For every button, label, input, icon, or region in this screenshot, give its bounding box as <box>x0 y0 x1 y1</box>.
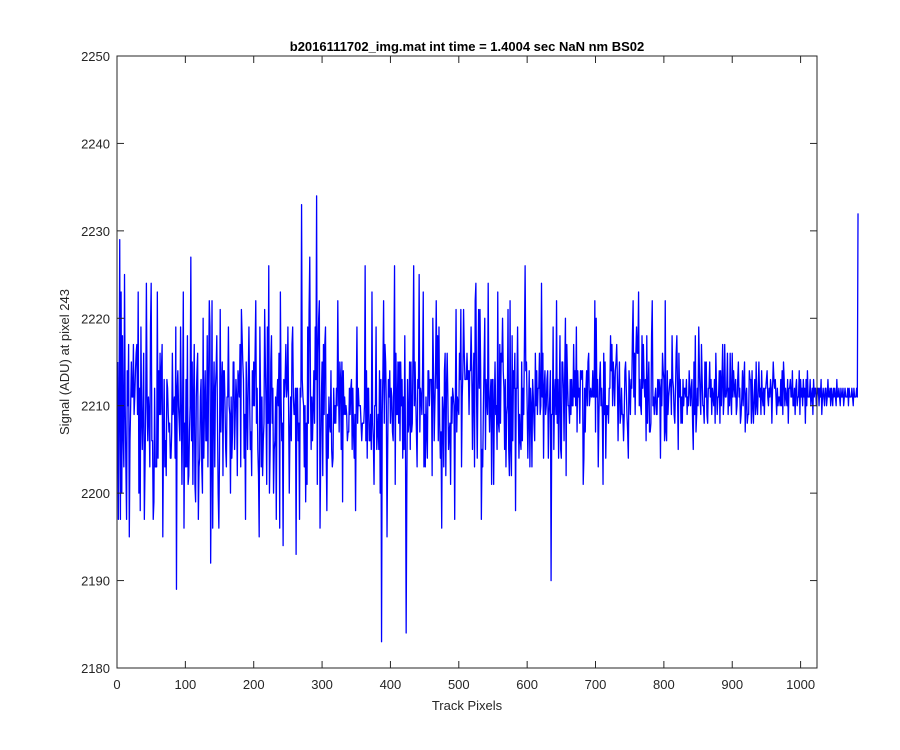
y-axis: 2180 2190 2200 2210 2220 2230 2240 2250 <box>81 49 817 676</box>
x-tick-label: 500 <box>448 677 470 692</box>
x-axis: 0 100 200 300 400 500 600 700 800 900 1000 <box>113 56 815 692</box>
x-tick-label: 900 <box>721 677 743 692</box>
chart-title: b2016111702_img.mat int time = 1.4004 se… <box>290 39 644 54</box>
x-tick-label: 100 <box>175 677 197 692</box>
y-tick-label: 2220 <box>81 311 110 326</box>
x-tick-label: 800 <box>653 677 675 692</box>
series-line-0 <box>117 195 859 643</box>
x-tick-label: 1000 <box>786 677 815 692</box>
y-tick-label: 2250 <box>81 49 110 64</box>
y-tick-label: 2180 <box>81 661 110 676</box>
y-tick-label: 2230 <box>81 224 110 239</box>
y-tick-label: 2210 <box>81 399 110 414</box>
x-tick-label: 200 <box>243 677 265 692</box>
y-tick-label: 2200 <box>81 486 110 501</box>
x-tick-label: 300 <box>311 677 333 692</box>
axes-box <box>116 55 818 669</box>
x-tick-label: 600 <box>516 677 538 692</box>
x-axis-label: Track Pixels <box>432 698 503 713</box>
plot-area <box>117 195 859 643</box>
y-tick-label: 2190 <box>81 574 110 589</box>
y-axis-label: Signal (ADU) at pixel 243 <box>57 289 72 435</box>
x-tick-label: 400 <box>380 677 402 692</box>
x-tick-label: 700 <box>585 677 607 692</box>
x-tick-label: 0 <box>113 677 120 692</box>
y-tick-label: 2240 <box>81 136 110 151</box>
